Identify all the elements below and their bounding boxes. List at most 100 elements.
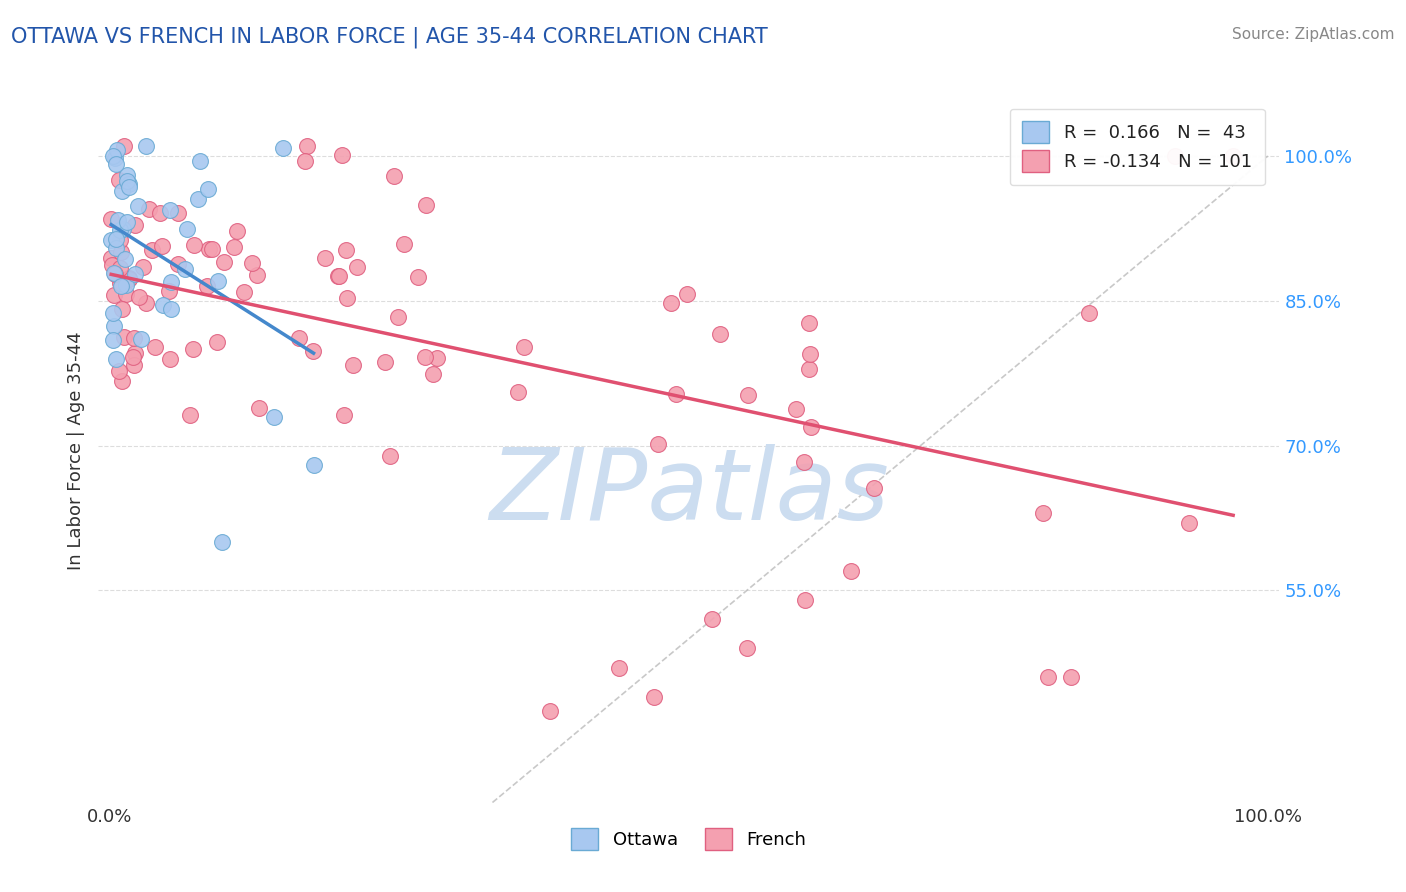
- Point: [226, 224, 249, 238]
- Point: [138, 202, 160, 217]
- Point: [512, 339, 534, 353]
- Point: [242, 256, 264, 270]
- Point: [112, 329, 135, 343]
- Point: [124, 267, 146, 281]
- Point: [103, 319, 125, 334]
- Legend: Ottawa, French: Ottawa, French: [564, 821, 814, 857]
- Point: [661, 296, 683, 310]
- Point: [205, 334, 228, 349]
- Point: [103, 148, 125, 162]
- Point: [118, 271, 141, 285]
- Point: [115, 168, 138, 182]
- Point: [676, 286, 699, 301]
- Point: [108, 364, 131, 378]
- Point: [111, 184, 134, 198]
- Point: [1036, 670, 1059, 684]
- Point: [105, 241, 128, 255]
- Point: [131, 260, 153, 274]
- Point: [342, 359, 364, 373]
- Point: [103, 266, 125, 280]
- Point: [108, 233, 131, 247]
- Point: [799, 347, 821, 361]
- Point: [122, 358, 145, 372]
- Point: [100, 251, 122, 265]
- Point: [152, 239, 174, 253]
- Point: [222, 240, 245, 254]
- Point: [785, 402, 807, 417]
- Point: [643, 690, 665, 704]
- Point: [103, 333, 125, 347]
- Point: [187, 192, 209, 206]
- Point: [207, 274, 229, 288]
- Point: [118, 271, 141, 285]
- Text: OTTAWA VS FRENCH IN LABOR FORCE | AGE 35-44 CORRELATION CHART: OTTAWA VS FRENCH IN LABOR FORCE | AGE 35…: [11, 27, 768, 48]
- Point: [135, 296, 157, 310]
- Point: [1078, 306, 1101, 320]
- Point: [124, 346, 146, 360]
- Point: [159, 301, 181, 316]
- Point: [135, 139, 157, 153]
- Point: [181, 342, 204, 356]
- Point: [111, 301, 134, 316]
- Point: [129, 332, 152, 346]
- Point: [108, 276, 131, 290]
- Point: [508, 384, 530, 399]
- Point: [330, 148, 353, 162]
- Point: [1164, 149, 1187, 163]
- Point: [111, 374, 134, 388]
- Point: [104, 157, 127, 171]
- Point: [735, 641, 758, 656]
- Point: [118, 177, 141, 191]
- Point: [294, 154, 316, 169]
- Point: [107, 143, 129, 157]
- Point: [328, 269, 350, 284]
- Point: [295, 139, 318, 153]
- Point: [124, 218, 146, 232]
- Point: [422, 367, 444, 381]
- Point: [232, 285, 254, 300]
- Point: [198, 243, 221, 257]
- Point: [118, 179, 141, 194]
- Point: [263, 409, 285, 424]
- Point: [797, 316, 820, 330]
- Point: [1060, 670, 1083, 684]
- Point: [114, 252, 136, 266]
- Point: [104, 232, 127, 246]
- Point: [700, 612, 723, 626]
- Point: [302, 458, 325, 472]
- Point: [110, 245, 132, 260]
- Point: [709, 327, 731, 342]
- Point: [333, 408, 356, 422]
- Point: [176, 221, 198, 235]
- Point: [335, 243, 357, 257]
- Point: [212, 255, 235, 269]
- Y-axis label: In Labor Force | Age 35-44: In Labor Force | Age 35-44: [66, 331, 84, 570]
- Point: [107, 212, 129, 227]
- Point: [538, 704, 561, 718]
- Point: [103, 288, 125, 302]
- Point: [195, 278, 218, 293]
- Point: [174, 262, 197, 277]
- Point: [406, 269, 429, 284]
- Point: [188, 154, 211, 169]
- Point: [110, 279, 132, 293]
- Point: [797, 362, 820, 376]
- Point: [336, 291, 359, 305]
- Point: [108, 260, 131, 275]
- Point: [114, 287, 136, 301]
- Point: [149, 206, 172, 220]
- Point: [128, 290, 150, 304]
- Point: [863, 482, 886, 496]
- Point: [302, 344, 325, 359]
- Point: [415, 350, 437, 364]
- Point: [211, 535, 233, 549]
- Point: [183, 238, 205, 252]
- Point: [179, 408, 201, 422]
- Point: [117, 176, 139, 190]
- Point: [141, 244, 163, 258]
- Point: [157, 284, 180, 298]
- Point: [246, 268, 269, 282]
- Point: [105, 351, 128, 366]
- Text: Source: ZipAtlas.com: Source: ZipAtlas.com: [1232, 27, 1395, 42]
- Point: [839, 564, 862, 578]
